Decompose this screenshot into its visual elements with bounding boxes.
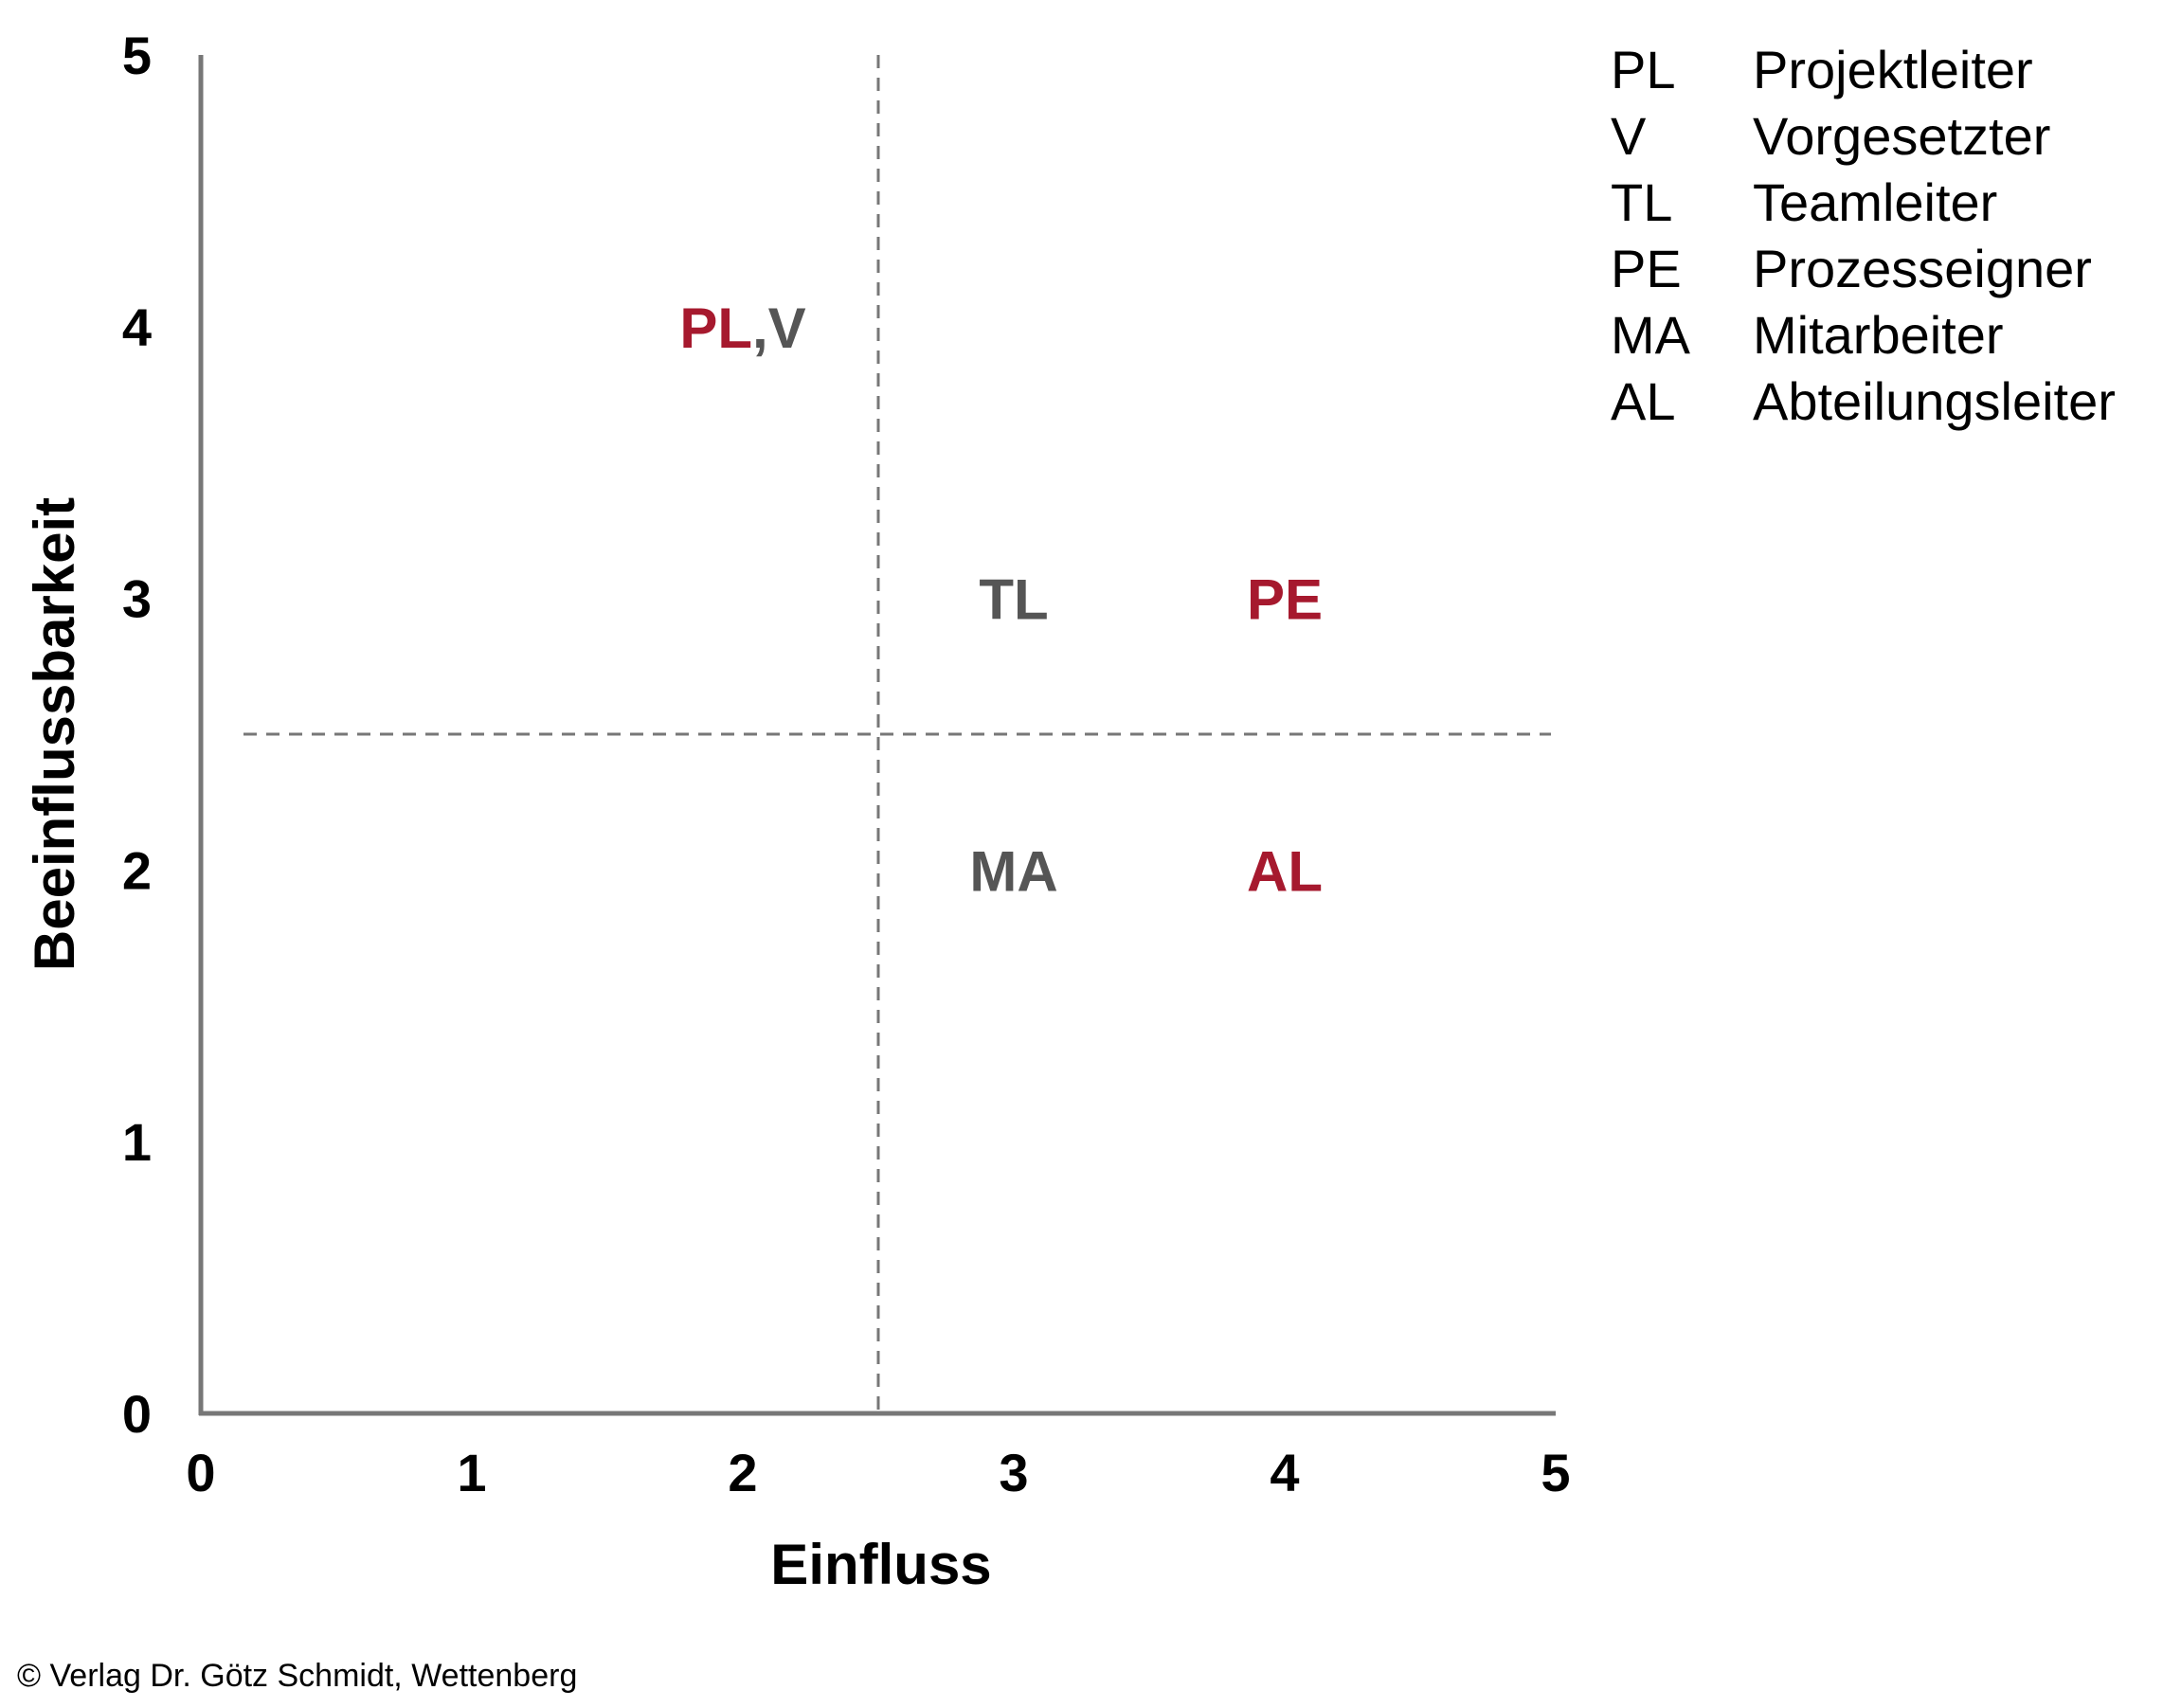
- y-tick-label: 1: [122, 1112, 152, 1172]
- x-tick-label: 5: [1541, 1443, 1570, 1502]
- data-point-tl: TL: [979, 568, 1048, 632]
- y-tick-label: 3: [122, 569, 152, 629]
- legend-item-pe: PE Prozesseigner: [1611, 235, 2116, 301]
- legend-item-pl: PL Projektleiter: [1611, 36, 2116, 102]
- legend-abbr: MA: [1611, 304, 1690, 365]
- legend-text: Mitarbeiter: [1753, 304, 2004, 365]
- legend-abbr: V: [1611, 105, 1647, 166]
- legend-text: Projektleiter: [1753, 39, 2033, 99]
- y-tick-label: 5: [122, 26, 152, 85]
- x-axis-title: Einfluss: [770, 1533, 991, 1596]
- legend-abbr: TL: [1611, 171, 1673, 232]
- data-point-ma: MA: [969, 839, 1057, 903]
- reference-lines: [243, 55, 1551, 1413]
- y-tick-label: 0: [122, 1384, 152, 1444]
- legend-item-al: AL Abteilungsleiter: [1611, 368, 2116, 434]
- legend-item-tl: TL Teamleiter: [1611, 169, 2116, 235]
- legend: PL Projektleiter V Vorgesetzter TL Teaml…: [1611, 36, 2116, 434]
- x-tick-label: 4: [1270, 1443, 1299, 1502]
- x-tick-label: 1: [457, 1443, 486, 1502]
- data-point-pe: PE: [1247, 568, 1323, 632]
- x-tick-label: 3: [999, 1443, 1028, 1502]
- y-tick-label: 4: [122, 297, 152, 357]
- y-tick-labels: 0 1 2 3 4 5: [122, 26, 152, 1444]
- legend-text: Teamleiter: [1753, 171, 1998, 232]
- legend-item-ma: MA Mitarbeiter: [1611, 301, 2116, 368]
- y-tick-label: 2: [122, 840, 152, 900]
- copyright-notice: © Verlag Dr. Götz Schmidt, Wettenberg: [17, 1658, 578, 1694]
- data-point-labels: PL,V TL PE MA AL: [679, 297, 1323, 904]
- legend-abbr: PL: [1611, 39, 1676, 99]
- legend-abbr: AL: [1611, 370, 1676, 431]
- y-axis-title: Beeinflussbarkeit: [23, 497, 86, 971]
- legend-text: Abteilungsleiter: [1753, 370, 2116, 431]
- x-tick-label: 2: [728, 1443, 757, 1502]
- legend-item-v: V Vorgesetzter: [1611, 102, 2116, 169]
- x-tick-labels: 0 1 2 3 4 5: [186, 1443, 1570, 1502]
- data-point-pl-v: PL,V: [679, 297, 805, 360]
- data-point-al: AL: [1247, 839, 1323, 903]
- x-tick-label: 0: [186, 1443, 215, 1502]
- legend-text: Vorgesetzter: [1753, 105, 2051, 166]
- legend-text: Prozesseigner: [1753, 238, 2092, 298]
- axes: [198, 55, 1556, 1416]
- legend-abbr: PE: [1611, 238, 1682, 298]
